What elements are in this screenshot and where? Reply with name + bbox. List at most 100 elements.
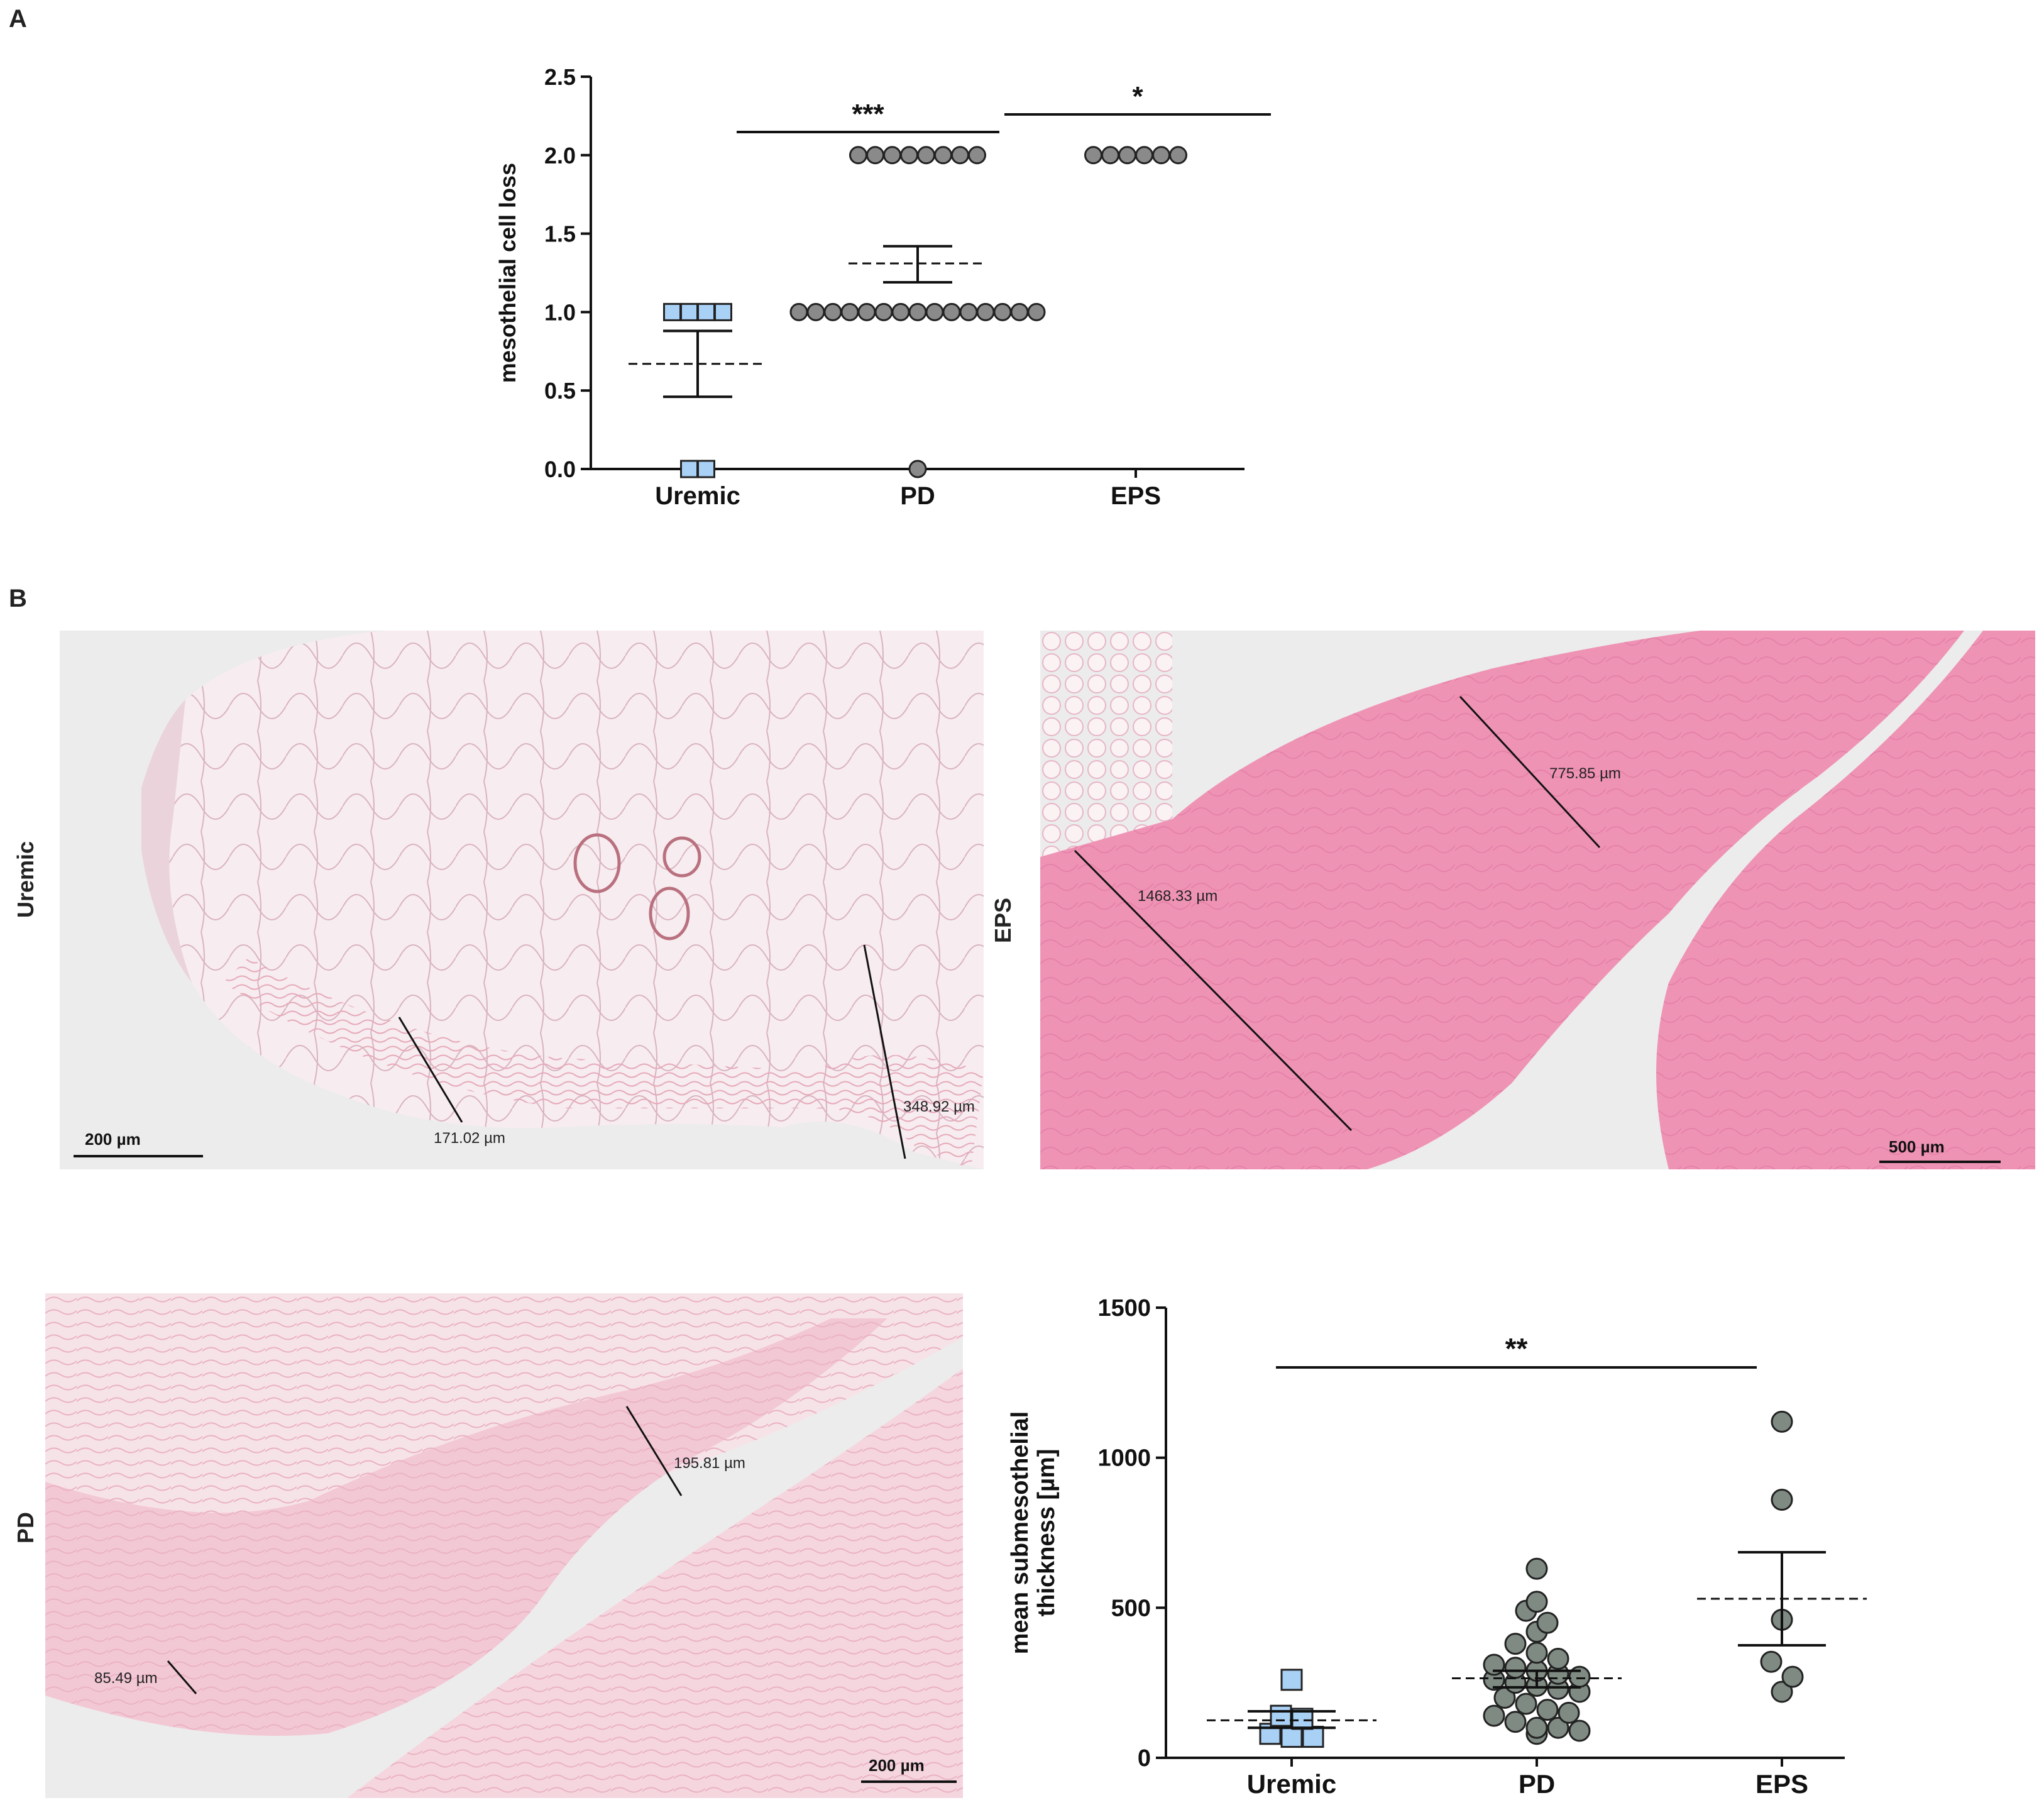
data-point-pd xyxy=(925,302,944,321)
y-tick-label: 2.0 xyxy=(544,143,576,168)
measure-label-2: 348.92 µm xyxy=(903,1098,975,1115)
data-point-eps xyxy=(1135,146,1153,165)
data-point-eps xyxy=(1771,1680,1793,1703)
measure-line-1 xyxy=(625,1406,683,1496)
data-point-pd xyxy=(959,302,978,321)
y-axis-label: mesothelial cell loss xyxy=(495,163,520,383)
x-tick-label: PD xyxy=(1519,1769,1555,1799)
data-point-pd xyxy=(1558,1701,1580,1724)
x-tick-label: Uremic xyxy=(655,482,740,510)
data-point-pd xyxy=(789,302,808,321)
measure-label-1: 195.81 µm xyxy=(674,1455,745,1472)
micrograph-pd: 195.81 µm 85.49 µm 200 µm xyxy=(45,1293,963,1798)
data-point-pd xyxy=(840,302,859,321)
measure-line-2 xyxy=(863,944,906,1159)
panel-label-b: B xyxy=(9,585,27,612)
micrograph-uremic-svg: 171.02 µm 348.92 µm 200 µm xyxy=(60,631,984,1169)
measure-label-1: 775.85 µm xyxy=(1549,765,1621,782)
chart-mesothelial-cell-loss: 0.0 0.5 1.0 1.5 2.0 2.5 mesothelial cell loss U… xyxy=(478,57,1307,538)
data-point-uremic xyxy=(1270,1704,1292,1727)
scale-bar-label: 200 µm xyxy=(869,1756,925,1775)
significance-label: *** xyxy=(852,99,884,130)
data-point-pd xyxy=(1027,302,1046,321)
measure-line-1 xyxy=(1459,695,1601,849)
data-point-pd xyxy=(900,146,918,165)
y-tick-label: 2.5 xyxy=(544,64,576,90)
data-point-pd xyxy=(908,302,927,321)
data-point-uremic xyxy=(1280,1669,1303,1691)
x-tick-label: EPS xyxy=(1756,1769,1808,1799)
data-point-pd xyxy=(823,302,842,321)
data-point-pd xyxy=(908,460,927,478)
data-point-pd xyxy=(849,146,867,165)
data-point-pd xyxy=(993,302,1012,321)
data-point-pd xyxy=(1504,1633,1527,1655)
data-point-eps xyxy=(1781,1665,1804,1688)
data-point-pd xyxy=(1525,1591,1548,1613)
micrograph-uremic: 171.02 µm 348.92 µm 200 µm xyxy=(60,631,984,1169)
chart-b-svg: 0 500 1000 1500 mean submesothelial thickness… xyxy=(1007,1295,1867,1799)
micrograph-eps: 775.85 µm 1468.33 µm 500 µm xyxy=(1040,631,2035,1169)
data-point-pd xyxy=(934,146,952,165)
y-tick-label: 500 xyxy=(1111,1595,1151,1621)
measure-label-2: 1468.33 µm xyxy=(1138,888,1217,905)
micrograph-pd-svg: 195.81 µm 85.49 µm 200 µm xyxy=(45,1293,963,1798)
panel-label-a: A xyxy=(9,5,27,33)
data-point-uremic xyxy=(680,460,698,478)
data-point-pd xyxy=(1515,1692,1537,1715)
significance-label: * xyxy=(1132,81,1143,112)
y-tick-label: 1.0 xyxy=(544,299,576,325)
data-point-pd xyxy=(1525,1557,1548,1580)
data-point-eps xyxy=(1169,146,1187,165)
data-point-pd xyxy=(951,146,969,165)
data-point-pd xyxy=(968,146,986,165)
data-point-pd xyxy=(917,146,935,165)
data-point-pd xyxy=(1568,1719,1591,1742)
data-point-uremic xyxy=(697,302,715,321)
x-tick-label: PD xyxy=(900,482,935,510)
data-point-pd xyxy=(806,302,825,321)
data-point-pd xyxy=(1547,1647,1569,1670)
data-point-uremic xyxy=(680,302,698,321)
data-point-pd xyxy=(1536,1611,1559,1634)
chart-a-svg: 0.0 0.5 1.0 1.5 2.0 2.5 mesothelial cell loss U… xyxy=(495,64,1271,510)
data-point-pd xyxy=(1010,302,1029,321)
data-point-uremic xyxy=(697,460,715,478)
measure-label-2: 85.49 µm xyxy=(94,1670,158,1687)
x-tick-label: EPS xyxy=(1111,482,1161,510)
y-tick-label: 1000 xyxy=(1097,1445,1151,1472)
data-point-eps xyxy=(1152,146,1170,165)
data-point-pd xyxy=(976,302,995,321)
data-point-pd xyxy=(857,302,876,321)
y-tick-label: 1500 xyxy=(1097,1295,1151,1322)
x-tick-label: Uremic xyxy=(1247,1769,1336,1799)
chart-submesothelial-thickness: 0 500 1000 1500 mean submesothelial thickness… xyxy=(1003,1283,1895,1810)
scale-bar-label: 200 µm xyxy=(85,1130,141,1149)
y-tick-label: 0 xyxy=(1138,1745,1151,1772)
data-point-eps xyxy=(1118,146,1136,165)
data-point-eps xyxy=(1084,146,1102,165)
data-point-eps xyxy=(1771,1410,1793,1433)
data-point-uremic xyxy=(663,302,681,321)
measure-line-2 xyxy=(167,1660,197,1694)
data-point-pd xyxy=(1504,1657,1527,1679)
data-point-pd xyxy=(866,146,884,165)
y-axis-label: mean submesothelial xyxy=(1007,1411,1033,1654)
row-label-uremic: Uremic xyxy=(13,841,38,918)
significance-label: ** xyxy=(1505,1332,1528,1365)
data-point-pd xyxy=(1504,1711,1527,1733)
data-point-pd xyxy=(883,146,901,165)
data-point-uremic xyxy=(714,302,732,321)
data-point-pd xyxy=(874,302,893,321)
data-point-pd xyxy=(1483,1704,1505,1727)
data-point-eps xyxy=(1771,1488,1793,1511)
y-tick-label: 0.0 xyxy=(544,456,576,482)
data-point-pd xyxy=(942,302,961,321)
data-point-eps xyxy=(1101,146,1119,165)
data-point-pd xyxy=(1525,1642,1548,1664)
data-point-pd xyxy=(1547,1716,1569,1739)
measure-line-1 xyxy=(398,1017,463,1123)
measure-label-1: 171.02 µm xyxy=(434,1130,505,1147)
measure-line-2 xyxy=(1074,849,1353,1132)
row-label-eps: EPS xyxy=(990,897,1016,943)
